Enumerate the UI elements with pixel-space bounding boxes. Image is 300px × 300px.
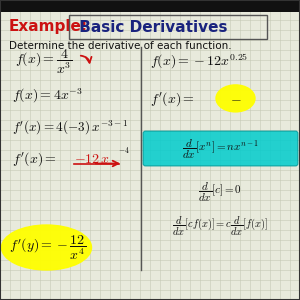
Text: Example:: Example:: [9, 20, 88, 34]
Text: $f(x) = 4x^{-3}$: $f(x) = 4x^{-3}$: [12, 87, 83, 105]
Text: Basic Derivatives: Basic Derivatives: [74, 20, 227, 34]
Text: $f(x) = -12x^{0.25}$: $f(x) = -12x^{0.25}$: [150, 52, 248, 71]
Text: $f'(y) = -\dfrac{12}{x^4}$: $f'(y) = -\dfrac{12}{x^4}$: [9, 233, 86, 262]
Ellipse shape: [216, 85, 255, 112]
Text: $-$: $-$: [230, 92, 241, 105]
Text: $\dfrac{d}{dx}[c] = 0$: $\dfrac{d}{dx}[c] = 0$: [199, 180, 242, 204]
Text: $\dfrac{d}{dx}[x^n] = nx^{n-1}$: $\dfrac{d}{dx}[x^n] = nx^{n-1}$: [182, 138, 259, 161]
Text: $f'(x) = 4(-3)\,x^{-3-1}$: $f'(x) = 4(-3)\,x^{-3-1}$: [12, 118, 128, 136]
Text: $f'(x) = $: $f'(x) = $: [150, 90, 195, 108]
Bar: [0, 0, 300, 12]
Text: $\dfrac{d}{dx}[cf(x)] = c\dfrac{d}{dx}[f(x)]$: $\dfrac{d}{dx}[cf(x)] = c\dfrac{d}{dx}[f…: [172, 215, 269, 238]
Text: $f(x) = \dfrac{4}{x^3}$: $f(x) = \dfrac{4}{x^3}$: [15, 47, 73, 76]
FancyBboxPatch shape: [143, 131, 298, 166]
Text: $f'(x) = $: $f'(x) = $: [12, 150, 57, 168]
Ellipse shape: [2, 225, 92, 270]
Text: $-12\,x$: $-12\,x$: [74, 152, 110, 166]
Text: $^{-4}$: $^{-4}$: [118, 148, 130, 158]
Text: Determine the derivative of each function.: Determine the derivative of each functio…: [9, 41, 232, 51]
